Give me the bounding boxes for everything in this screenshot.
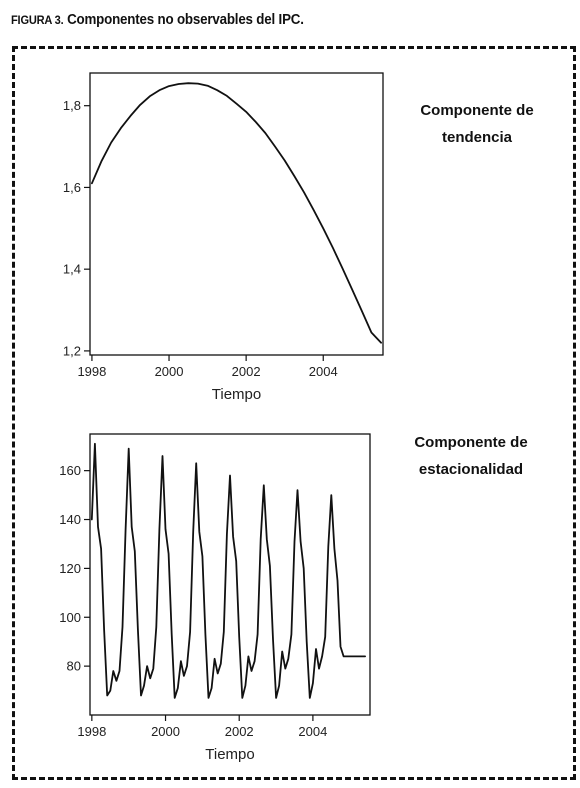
seasonal-x-tick-label: 2002	[225, 724, 254, 739]
seasonal-y-tick-label: 140	[59, 512, 81, 527]
figure-title-text: Componentes no observables del IPC.	[67, 12, 304, 28]
trend-y-tick-label: 1,6	[63, 180, 81, 195]
seasonal-x-tick-label: 1998	[77, 724, 106, 739]
seasonal-series-line	[90, 442, 367, 699]
seasonal-y-tick-label: 100	[59, 610, 81, 625]
trend-title-line: tendencia	[442, 129, 513, 146]
seasonal-plot-frame	[89, 433, 371, 716]
trend-plot-frame	[89, 72, 384, 356]
trend-series-line	[91, 82, 383, 344]
trend-x-tick-label: 2004	[309, 364, 338, 379]
trend-x-axis-title: Tiempo	[212, 386, 261, 403]
seasonal-y-tick-label: 120	[59, 561, 81, 576]
trend-x-tick-label: 2002	[232, 364, 261, 379]
seasonal-x-tick-label: 2000	[151, 724, 180, 739]
seasonal-title-line: Componente de	[414, 434, 527, 451]
trend-title-line: Componente de	[420, 102, 533, 119]
trend-x-tick-label: 1998	[77, 364, 106, 379]
seasonal-x-tick-label: 2004	[298, 724, 327, 739]
seasonal-y-tick-label: 160	[59, 463, 81, 478]
trend-y-tick-label: 1,2	[63, 343, 81, 358]
seasonal-x-axis-title: Tiempo	[205, 746, 254, 763]
figure-label: FIGURA 3.	[11, 13, 64, 27]
figure-title: FIGURA 3. Componentes no observables del…	[11, 12, 304, 28]
trend-x-tick-label: 2000	[155, 364, 184, 379]
seasonal-y-tick-label: 80	[67, 659, 81, 674]
figure-frame	[12, 46, 576, 780]
trend-y-tick-label: 1,8	[63, 98, 81, 113]
seasonal-title-line: estacionalidad	[419, 461, 523, 478]
trend-y-tick-label: 1,4	[63, 262, 81, 277]
